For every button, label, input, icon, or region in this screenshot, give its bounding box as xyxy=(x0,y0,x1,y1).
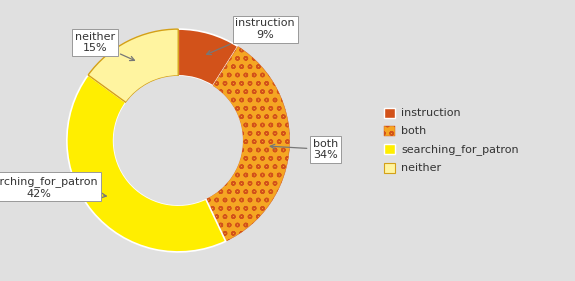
Legend: instruction, both, searching_for_patron, neither: instruction, both, searching_for_patron,… xyxy=(380,103,523,178)
Wedge shape xyxy=(178,29,238,86)
Text: neither
15%: neither 15% xyxy=(75,32,135,61)
Circle shape xyxy=(114,76,243,205)
Text: both
34%: both 34% xyxy=(270,139,338,160)
Wedge shape xyxy=(67,75,225,252)
Wedge shape xyxy=(206,46,290,241)
Text: instruction
9%: instruction 9% xyxy=(206,18,295,55)
Text: searching_for_patron
42%: searching_for_patron 42% xyxy=(0,176,106,199)
Wedge shape xyxy=(88,29,178,103)
